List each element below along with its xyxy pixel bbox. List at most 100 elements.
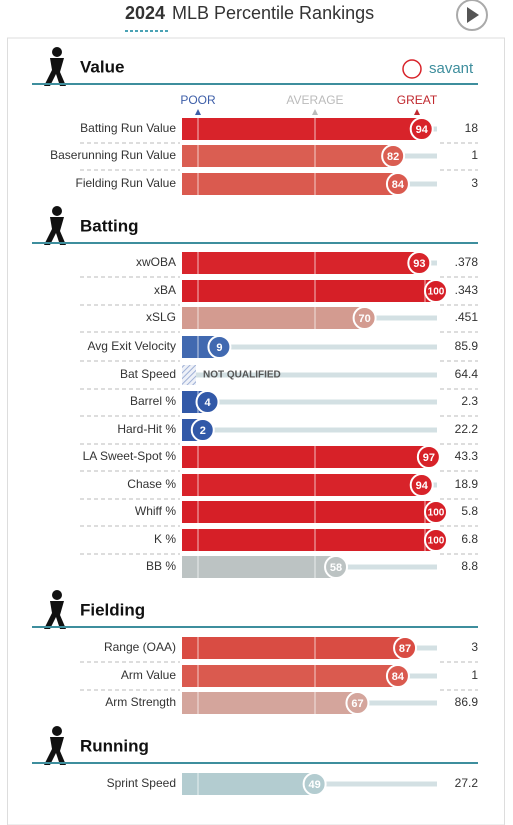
stat-value: .451 bbox=[455, 310, 479, 324]
percentile-label: 100 bbox=[428, 287, 445, 298]
percentile-circle bbox=[424, 528, 448, 552]
stat-value: 1 bbox=[471, 148, 478, 162]
percentile-bar bbox=[182, 529, 436, 551]
percentile-circle bbox=[302, 772, 327, 796]
stat-value: 64.4 bbox=[455, 367, 479, 381]
row-label: BB % bbox=[146, 559, 176, 573]
icon-body bbox=[44, 601, 66, 629]
scale-poor: POOR bbox=[180, 93, 216, 107]
row-label: Batting Run Value bbox=[80, 121, 176, 135]
row-label: Range (OAA) bbox=[104, 640, 176, 654]
percentile-label: 49 bbox=[308, 779, 320, 791]
percentile-circle bbox=[345, 691, 370, 715]
percentile-bar bbox=[182, 556, 337, 578]
row-label: xwOBA bbox=[136, 255, 176, 269]
stat-value: 22.2 bbox=[455, 422, 479, 436]
percentile-bar bbox=[182, 446, 429, 468]
stat-value: 18 bbox=[465, 121, 479, 135]
stat-value: 5.8 bbox=[461, 504, 478, 518]
percentile-label: 100 bbox=[428, 508, 445, 519]
row-label: Whiff % bbox=[135, 504, 176, 518]
percentile-label: 94 bbox=[416, 124, 429, 136]
percentile-label: 97 bbox=[423, 452, 435, 464]
section-title: Value bbox=[80, 57, 124, 76]
scale-great: GREAT bbox=[397, 93, 438, 107]
play-button[interactable] bbox=[456, 0, 488, 31]
icon-body bbox=[44, 58, 66, 86]
percentile-circle bbox=[190, 418, 215, 442]
stat-value: 3 bbox=[471, 640, 478, 654]
percentile-circle bbox=[381, 144, 406, 168]
row-label: Hard-Hit % bbox=[117, 422, 176, 436]
row-label: Bat Speed bbox=[120, 367, 176, 381]
percentile-label: 2 bbox=[200, 425, 206, 437]
percentile-label: 70 bbox=[358, 313, 370, 325]
row-label: Barrel % bbox=[130, 394, 176, 408]
scale-average: AVERAGE bbox=[286, 93, 343, 107]
percentile-circle bbox=[385, 172, 410, 196]
card-frame bbox=[7, 37, 505, 825]
icon-body bbox=[44, 737, 66, 765]
row-label: K % bbox=[154, 532, 176, 546]
row-label: xBA bbox=[154, 283, 176, 297]
not-qualified: NOT QUALIFIED bbox=[203, 370, 281, 381]
percentile-label: 93 bbox=[413, 258, 425, 270]
row-label: Fielding Run Value bbox=[75, 176, 176, 190]
percentile-bar bbox=[182, 280, 436, 302]
poor-arrow bbox=[195, 109, 201, 115]
section-title: Running bbox=[80, 736, 149, 755]
percentile-label: 100 bbox=[428, 536, 445, 547]
stat-value: 18.9 bbox=[455, 477, 479, 491]
percentile-circle bbox=[416, 445, 441, 469]
percentile-label: 82 bbox=[387, 151, 399, 163]
percentile-label: 4 bbox=[204, 397, 211, 409]
icon-head bbox=[52, 206, 62, 216]
icon-head bbox=[52, 726, 62, 736]
section-icon bbox=[44, 206, 66, 245]
percentile-circle bbox=[424, 279, 448, 303]
section-title: Batting bbox=[80, 216, 139, 235]
percentile-circle bbox=[409, 473, 434, 497]
percentile-circle bbox=[207, 335, 232, 359]
stat-value: 1 bbox=[471, 668, 478, 682]
percentile-bar bbox=[182, 173, 398, 195]
percentile-label: 9 bbox=[216, 342, 222, 354]
savant-logo bbox=[402, 59, 422, 79]
percentile-circle bbox=[352, 306, 377, 330]
stat-value: 27.2 bbox=[455, 776, 479, 790]
stat-value: 85.9 bbox=[455, 339, 479, 353]
icon-body bbox=[44, 217, 66, 245]
percentile-label: 58 bbox=[330, 562, 342, 574]
row-label: Arm Value bbox=[121, 668, 176, 682]
percentile-label: 87 bbox=[399, 643, 411, 655]
section-icon bbox=[44, 47, 66, 86]
row-label: xSLG bbox=[146, 310, 176, 324]
percentile-circle bbox=[195, 390, 220, 414]
row-label: Chase % bbox=[127, 477, 176, 491]
percentile-circle bbox=[424, 500, 448, 524]
percentile-bar bbox=[182, 474, 422, 496]
section-title: Fielding bbox=[80, 600, 145, 619]
title: MLB Percentile Rankings bbox=[172, 3, 374, 23]
percentile-bar bbox=[182, 118, 422, 140]
stat-value: 8.8 bbox=[461, 559, 478, 573]
percentile-circle bbox=[385, 664, 410, 688]
stat-value: .378 bbox=[455, 255, 479, 269]
stat-value: 2.3 bbox=[461, 394, 478, 408]
stat-value: 86.9 bbox=[455, 695, 479, 709]
row-label: LA Sweet-Spot % bbox=[83, 449, 177, 463]
icon-head bbox=[52, 590, 62, 600]
percentile-bar bbox=[182, 307, 365, 329]
percentile-bar bbox=[182, 637, 406, 659]
brand: savant bbox=[429, 60, 474, 77]
not-qualified-bar bbox=[182, 365, 196, 385]
average-arrow bbox=[312, 109, 318, 115]
year: 2024 bbox=[125, 3, 165, 23]
row-label: Avg Exit Velocity bbox=[88, 339, 177, 353]
percentile-circle bbox=[393, 636, 418, 660]
stat-value: .343 bbox=[455, 283, 479, 297]
stat-value: 43.3 bbox=[455, 449, 479, 463]
percentile-circle bbox=[407, 251, 432, 275]
row-label: Arm Strength bbox=[105, 695, 176, 709]
